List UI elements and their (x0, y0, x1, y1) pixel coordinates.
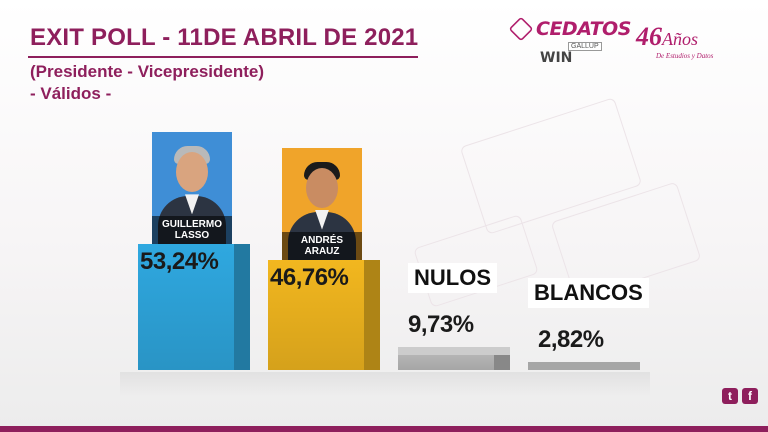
category-label-blancos: BLANCOS (528, 278, 649, 308)
bar-nulos-top (398, 347, 510, 356)
bar-lasso (138, 244, 250, 370)
chart-floor (120, 372, 650, 396)
candidate-name-arauz: ANDRÉS ARAUZ (282, 231, 362, 260)
title-underline (28, 56, 418, 58)
cedatos-logo-text: CEDATOS (536, 18, 631, 40)
background-pattern-shape (413, 214, 539, 308)
candidate-name-lasso: GUILLERMO LASSO (152, 216, 232, 245)
facebook-icon[interactable]: f (742, 388, 758, 404)
page-subtitle: (Presidente - Vicepresidente) (30, 62, 264, 81)
anniversary-subtitle: De Estudios y Datos (656, 52, 714, 60)
value-label-nulos: 9,73% (408, 311, 474, 339)
bar-arauz (268, 259, 380, 370)
cedatos-mark-icon (508, 16, 534, 42)
page-title: EXIT POLL - 11DE ABRIL DE 2021 (30, 24, 419, 51)
arauz-face-shape (306, 167, 338, 208)
candidate-photo-lasso: GUILLERMO LASSO (152, 132, 232, 245)
cedatos-logo: CEDATOS WIN GALLUP (508, 16, 631, 68)
gallup-logo-text: GALLUP (568, 42, 602, 51)
value-label-blancos: 2,82% (538, 326, 604, 353)
value-label-lasso: 53,24% (140, 248, 219, 276)
bar-lasso-front (138, 244, 234, 370)
anniversary-word: Años (662, 29, 698, 49)
twitter-icon[interactable]: t (722, 388, 738, 404)
page-subtitle-valid: - Válidos - (30, 84, 112, 103)
anniversary-logo: 46Años De Estudios y Datos (636, 22, 713, 60)
anniversary-number: 46 (636, 22, 662, 51)
candidate-last-name-lasso: LASSO (174, 230, 210, 242)
bottom-accent-bar (0, 426, 768, 432)
bar-lasso-side (234, 244, 250, 370)
candidate-first-name-lasso: GUILLERMO (162, 219, 222, 231)
bar-blancos (528, 362, 640, 370)
bar-nulos (398, 347, 510, 370)
win-logo-text: WIN (540, 50, 573, 66)
bar-arauz-front (268, 259, 364, 370)
lasso-face-shape (176, 152, 208, 193)
category-label-nulos: NULOS (408, 263, 497, 294)
candidate-last-name-arauz: ARAUZ (304, 245, 340, 257)
bar-blancos-top (528, 362, 640, 370)
candidate-first-name-arauz: ANDRÉS (300, 234, 344, 246)
value-label-arauz: 46,76% (270, 263, 349, 291)
bar-arauz-side (364, 259, 380, 370)
candidate-photo-arauz: ANDRÉS ARAUZ (282, 147, 362, 260)
